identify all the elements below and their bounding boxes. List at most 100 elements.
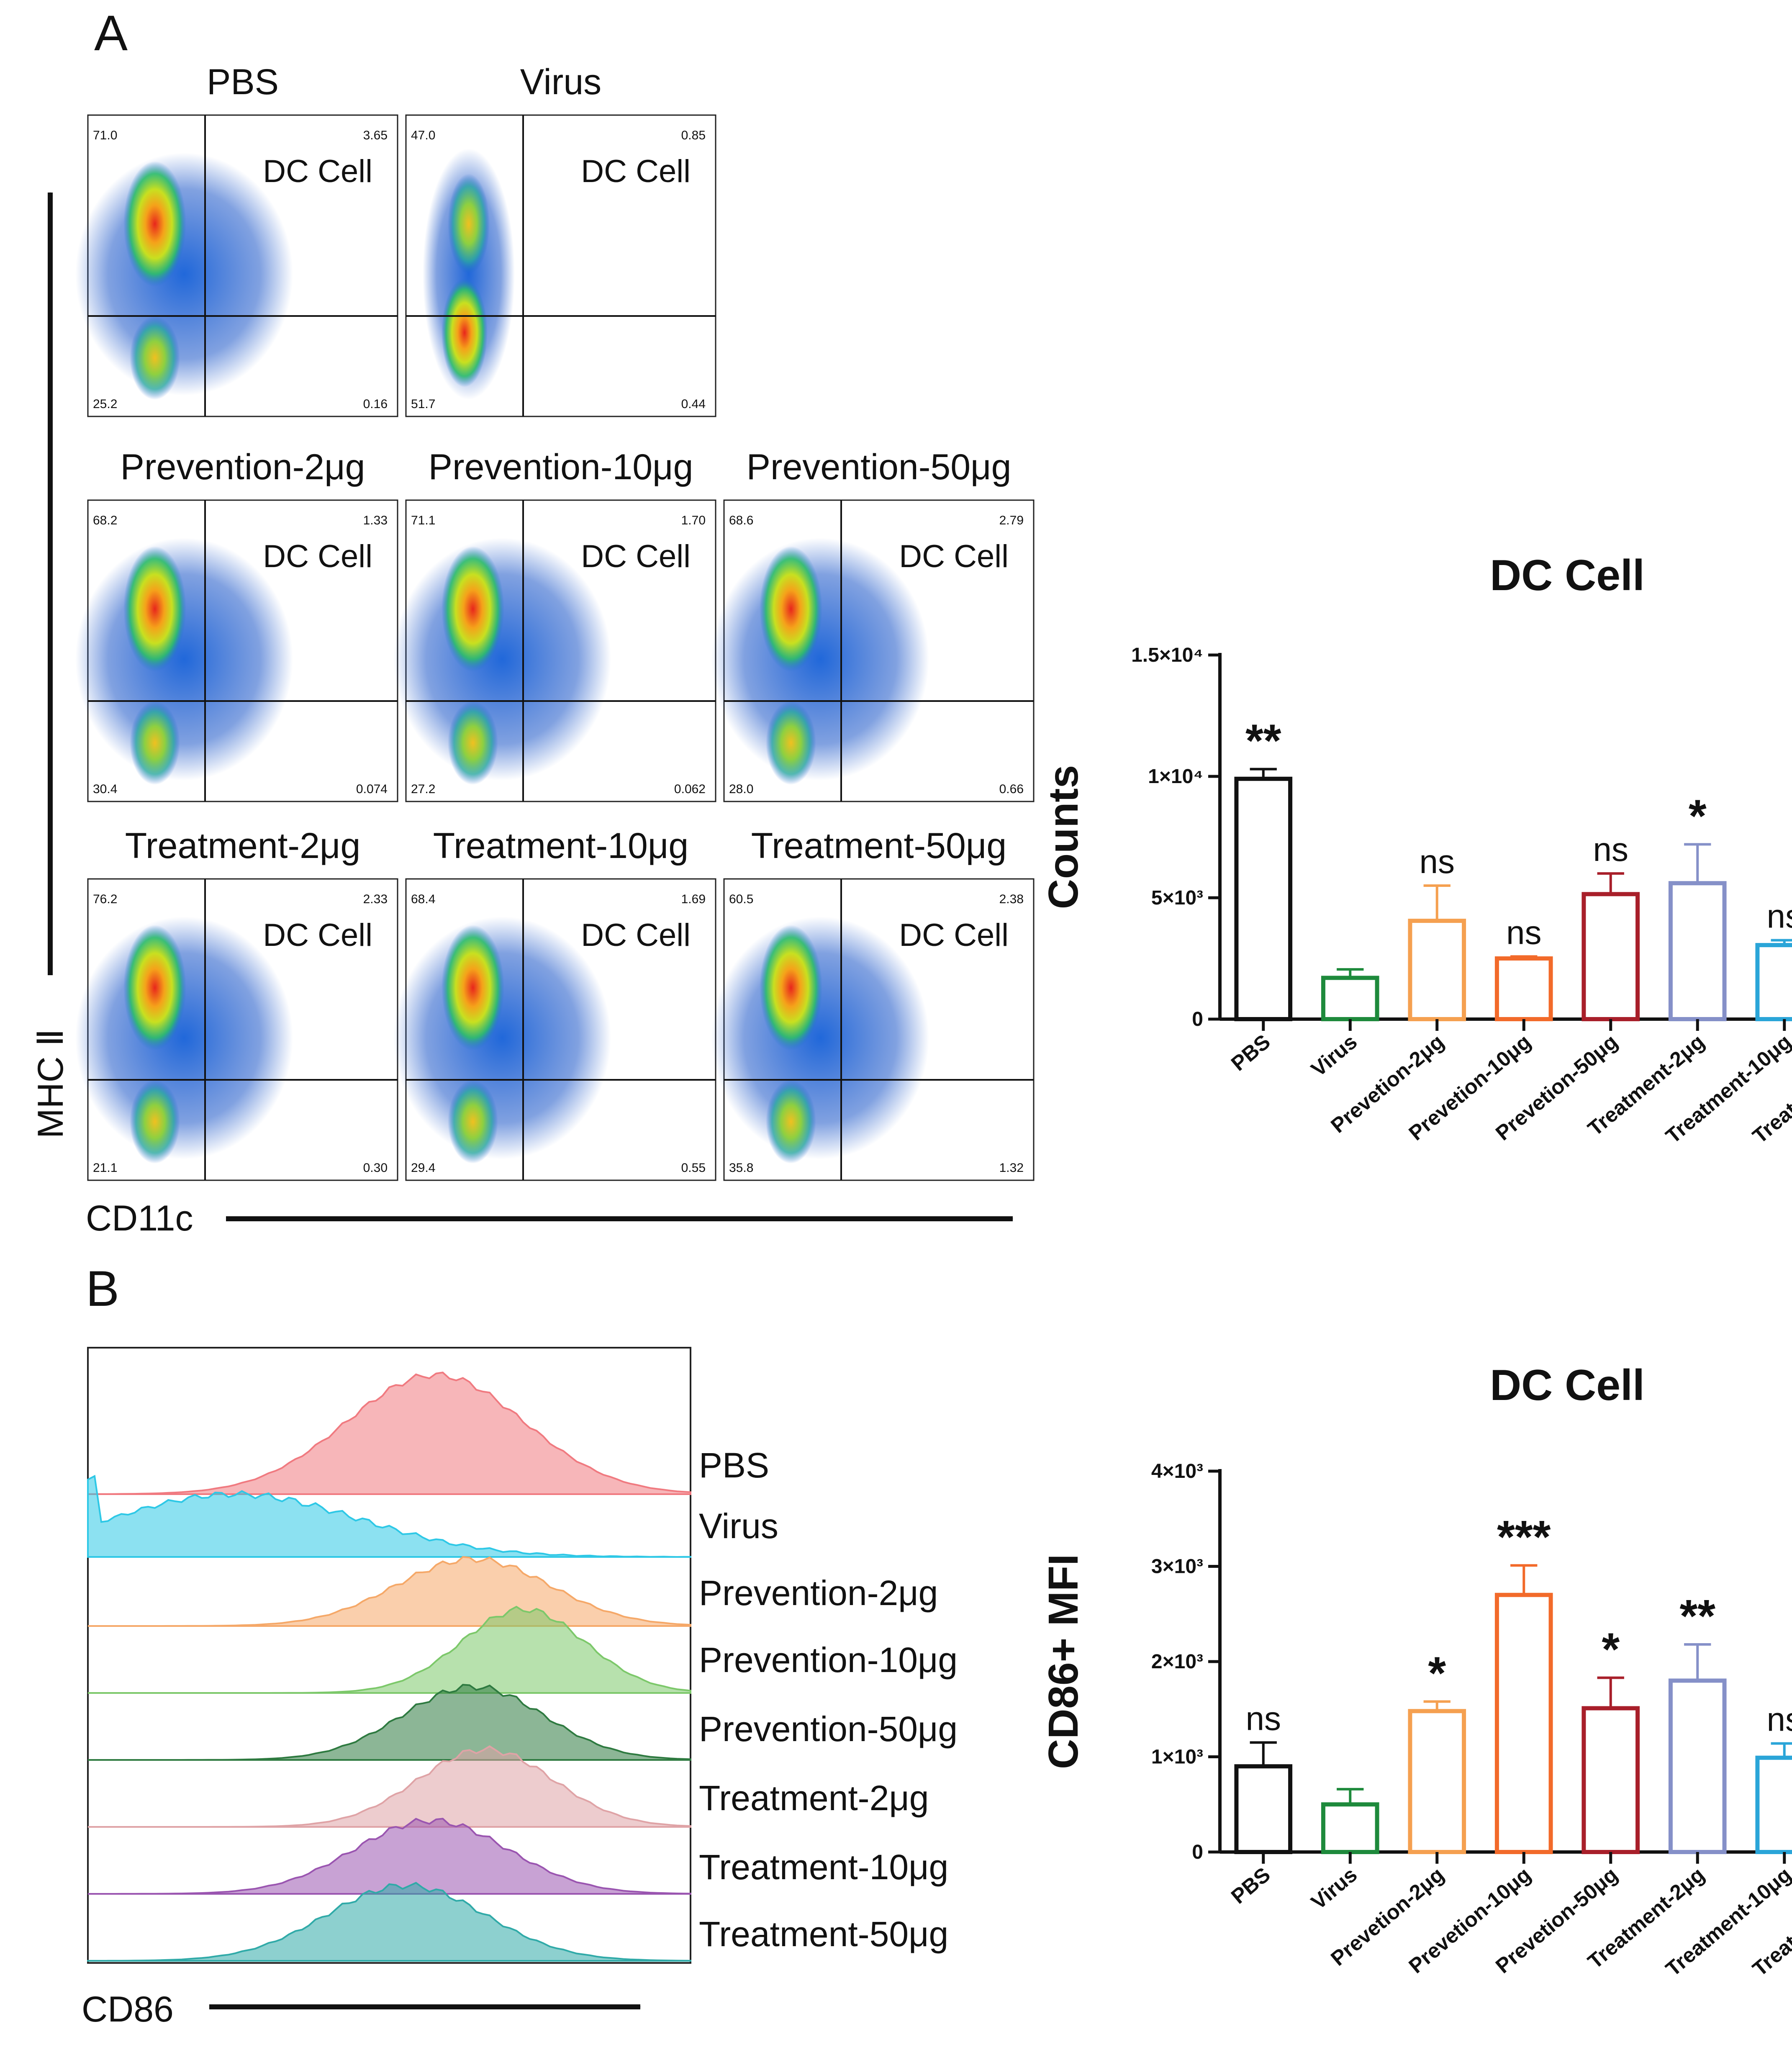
histogram-curve (88, 1556, 691, 1627)
histogram-label: Prevention-2μg (699, 1573, 938, 1613)
bar (1755, 943, 1792, 1022)
quadrant-lower-right: 0.30 (363, 1161, 388, 1175)
quadrant-lower-right: 0.44 (681, 397, 706, 411)
quadrant-upper-left: 68.2 (93, 514, 117, 527)
significance-label: ns (1506, 914, 1542, 951)
significance-label: ** (1245, 715, 1281, 767)
quadrant-lower-left: 27.2 (411, 782, 435, 796)
density-hotspot (766, 1080, 816, 1164)
flow-plot-3: Prevention-2μg DC Cell 68.2 1.33 30.4 0.074 (75, 447, 398, 802)
panel-a-letter: A (94, 5, 128, 61)
density-hotspot (123, 925, 186, 1051)
quadrant-lower-left: 25.2 (93, 397, 117, 411)
significance-label: ** (1679, 1590, 1715, 1642)
density-hotspot (123, 161, 186, 287)
density-cloud (75, 153, 293, 396)
y-tick-label: 1.5×10⁴ (1131, 644, 1203, 666)
density-hotspot (130, 701, 180, 785)
flow-plot-title: Prevention-2μg (121, 447, 365, 487)
y-axis-label: CD86+ MFI (1040, 1554, 1087, 1769)
flow-plots: PBS DC Cell 71.0 3.65 25.2 0.16 Virus DC Cell 47… (75, 62, 1035, 1181)
flow-plot-5: Prevention-50μg DC Cell 68.6 2.79 28.0 0.66 (711, 447, 1035, 802)
quadrant-upper-left: 60.5 (729, 892, 753, 906)
quadrant-lower-left: 30.4 (93, 782, 117, 796)
significance-label: *** (1497, 1511, 1551, 1563)
density-cloud (75, 917, 293, 1159)
y-tick-label: 1×10³ (1151, 1746, 1203, 1768)
significance-label: ns (1767, 898, 1792, 935)
gate-label: DC Cell (899, 539, 1009, 574)
y-tick-label: 4×10³ (1151, 1460, 1203, 1482)
quadrant-lower-right: 0.062 (674, 782, 706, 796)
gate-label: DC Cell (581, 154, 691, 189)
histogram-curve (88, 1818, 691, 1895)
flow-plot-4: Prevention-10μg DC Cell 71.1 1.70 27.2 0.062 (393, 447, 716, 802)
quadrant-lower-left: 29.4 (411, 1161, 435, 1175)
chart-title: DC Cell (1490, 1361, 1645, 1410)
bar (1321, 976, 1379, 1021)
gate-label: DC Cell (581, 917, 691, 953)
density-hotspot (448, 701, 498, 785)
bar (1494, 956, 1553, 1021)
histogram-label: PBS (699, 1446, 769, 1485)
bar (1581, 892, 1640, 1022)
bar (1581, 1706, 1640, 1855)
quadrant-upper-left: 68.4 (411, 892, 435, 906)
chart-title: DC Cell (1490, 551, 1645, 600)
flow-plot-title: Prevention-10μg (429, 447, 693, 487)
y-tick-label: 0 (1192, 1008, 1203, 1030)
gate-label: DC Cell (263, 154, 372, 189)
quadrant-upper-right: 2.33 (363, 892, 388, 906)
flow-plot-title: PBS (207, 62, 279, 102)
quadrant-lower-right: 0.66 (999, 782, 1024, 796)
quadrant-upper-right: 2.79 (999, 514, 1024, 527)
quadrant-upper-right: 1.70 (681, 514, 706, 527)
histogram-curve (88, 1684, 691, 1761)
quadrant-lower-left: 51.7 (411, 397, 435, 411)
density-hotspot (760, 925, 822, 1051)
quadrant-upper-right: 1.69 (681, 892, 706, 906)
bar (1408, 919, 1466, 1022)
quadrant-lower-right: 0.16 (363, 397, 388, 411)
histogram-stack: PBS Virus Prevention-2μg Prevention-10μg Pre… (87, 1347, 958, 1964)
quadrant-upper-left: 76.2 (93, 892, 117, 906)
significance-label: * (1689, 790, 1707, 842)
density-hotspot (123, 546, 186, 672)
quadrant-upper-right: 2.38 (999, 892, 1024, 906)
flow-plot-title: Virus (520, 62, 601, 102)
bar (1408, 1709, 1466, 1855)
x-tick-label: Virus (1307, 1030, 1361, 1081)
histogram-curve (88, 1745, 691, 1828)
histogram-label: Virus (699, 1506, 778, 1546)
y-tick-label: 2×10³ (1151, 1651, 1203, 1673)
y-tick-label: 3×10³ (1151, 1556, 1203, 1578)
y-tick-label: 5×10³ (1151, 887, 1203, 909)
histogram-curve (87, 1882, 691, 1962)
histogram-curve (87, 1372, 691, 1495)
flow-plot-6: Treatment-2μg DC Cell 76.2 2.33 21.1 0.30 (75, 826, 398, 1181)
cd86-axis-label: CD86 (82, 1989, 174, 2029)
density-cloud (393, 538, 611, 781)
flow-plot-1: PBS DC Cell 71.0 3.65 25.2 0.16 (75, 62, 398, 417)
density-hotspot (130, 316, 180, 400)
quadrant-lower-left: 21.1 (93, 1161, 117, 1175)
significance-label: * (1602, 1624, 1620, 1675)
panel-b-letter: B (86, 1261, 119, 1317)
density-cloud (393, 917, 611, 1159)
density-hotspot (760, 546, 822, 672)
flow-plot-title: Treatment-10μg (433, 826, 688, 866)
y-tick-label: 0 (1192, 1841, 1203, 1863)
quadrant-upper-left: 47.0 (411, 128, 435, 142)
significance-label: ns (1767, 1701, 1792, 1738)
bar (1668, 1678, 1727, 1854)
quadrant-lower-left: 35.8 (729, 1161, 753, 1175)
histogram-curve (88, 1605, 691, 1694)
density-cloud (75, 538, 293, 781)
bar (1234, 776, 1293, 1022)
histogram-curve (87, 1474, 691, 1558)
y-axis-label: Counts (1040, 765, 1087, 909)
quadrant-upper-right: 1.33 (363, 514, 388, 527)
quadrant-upper-left: 71.0 (93, 128, 117, 142)
significance-label: ns (1246, 1700, 1281, 1737)
